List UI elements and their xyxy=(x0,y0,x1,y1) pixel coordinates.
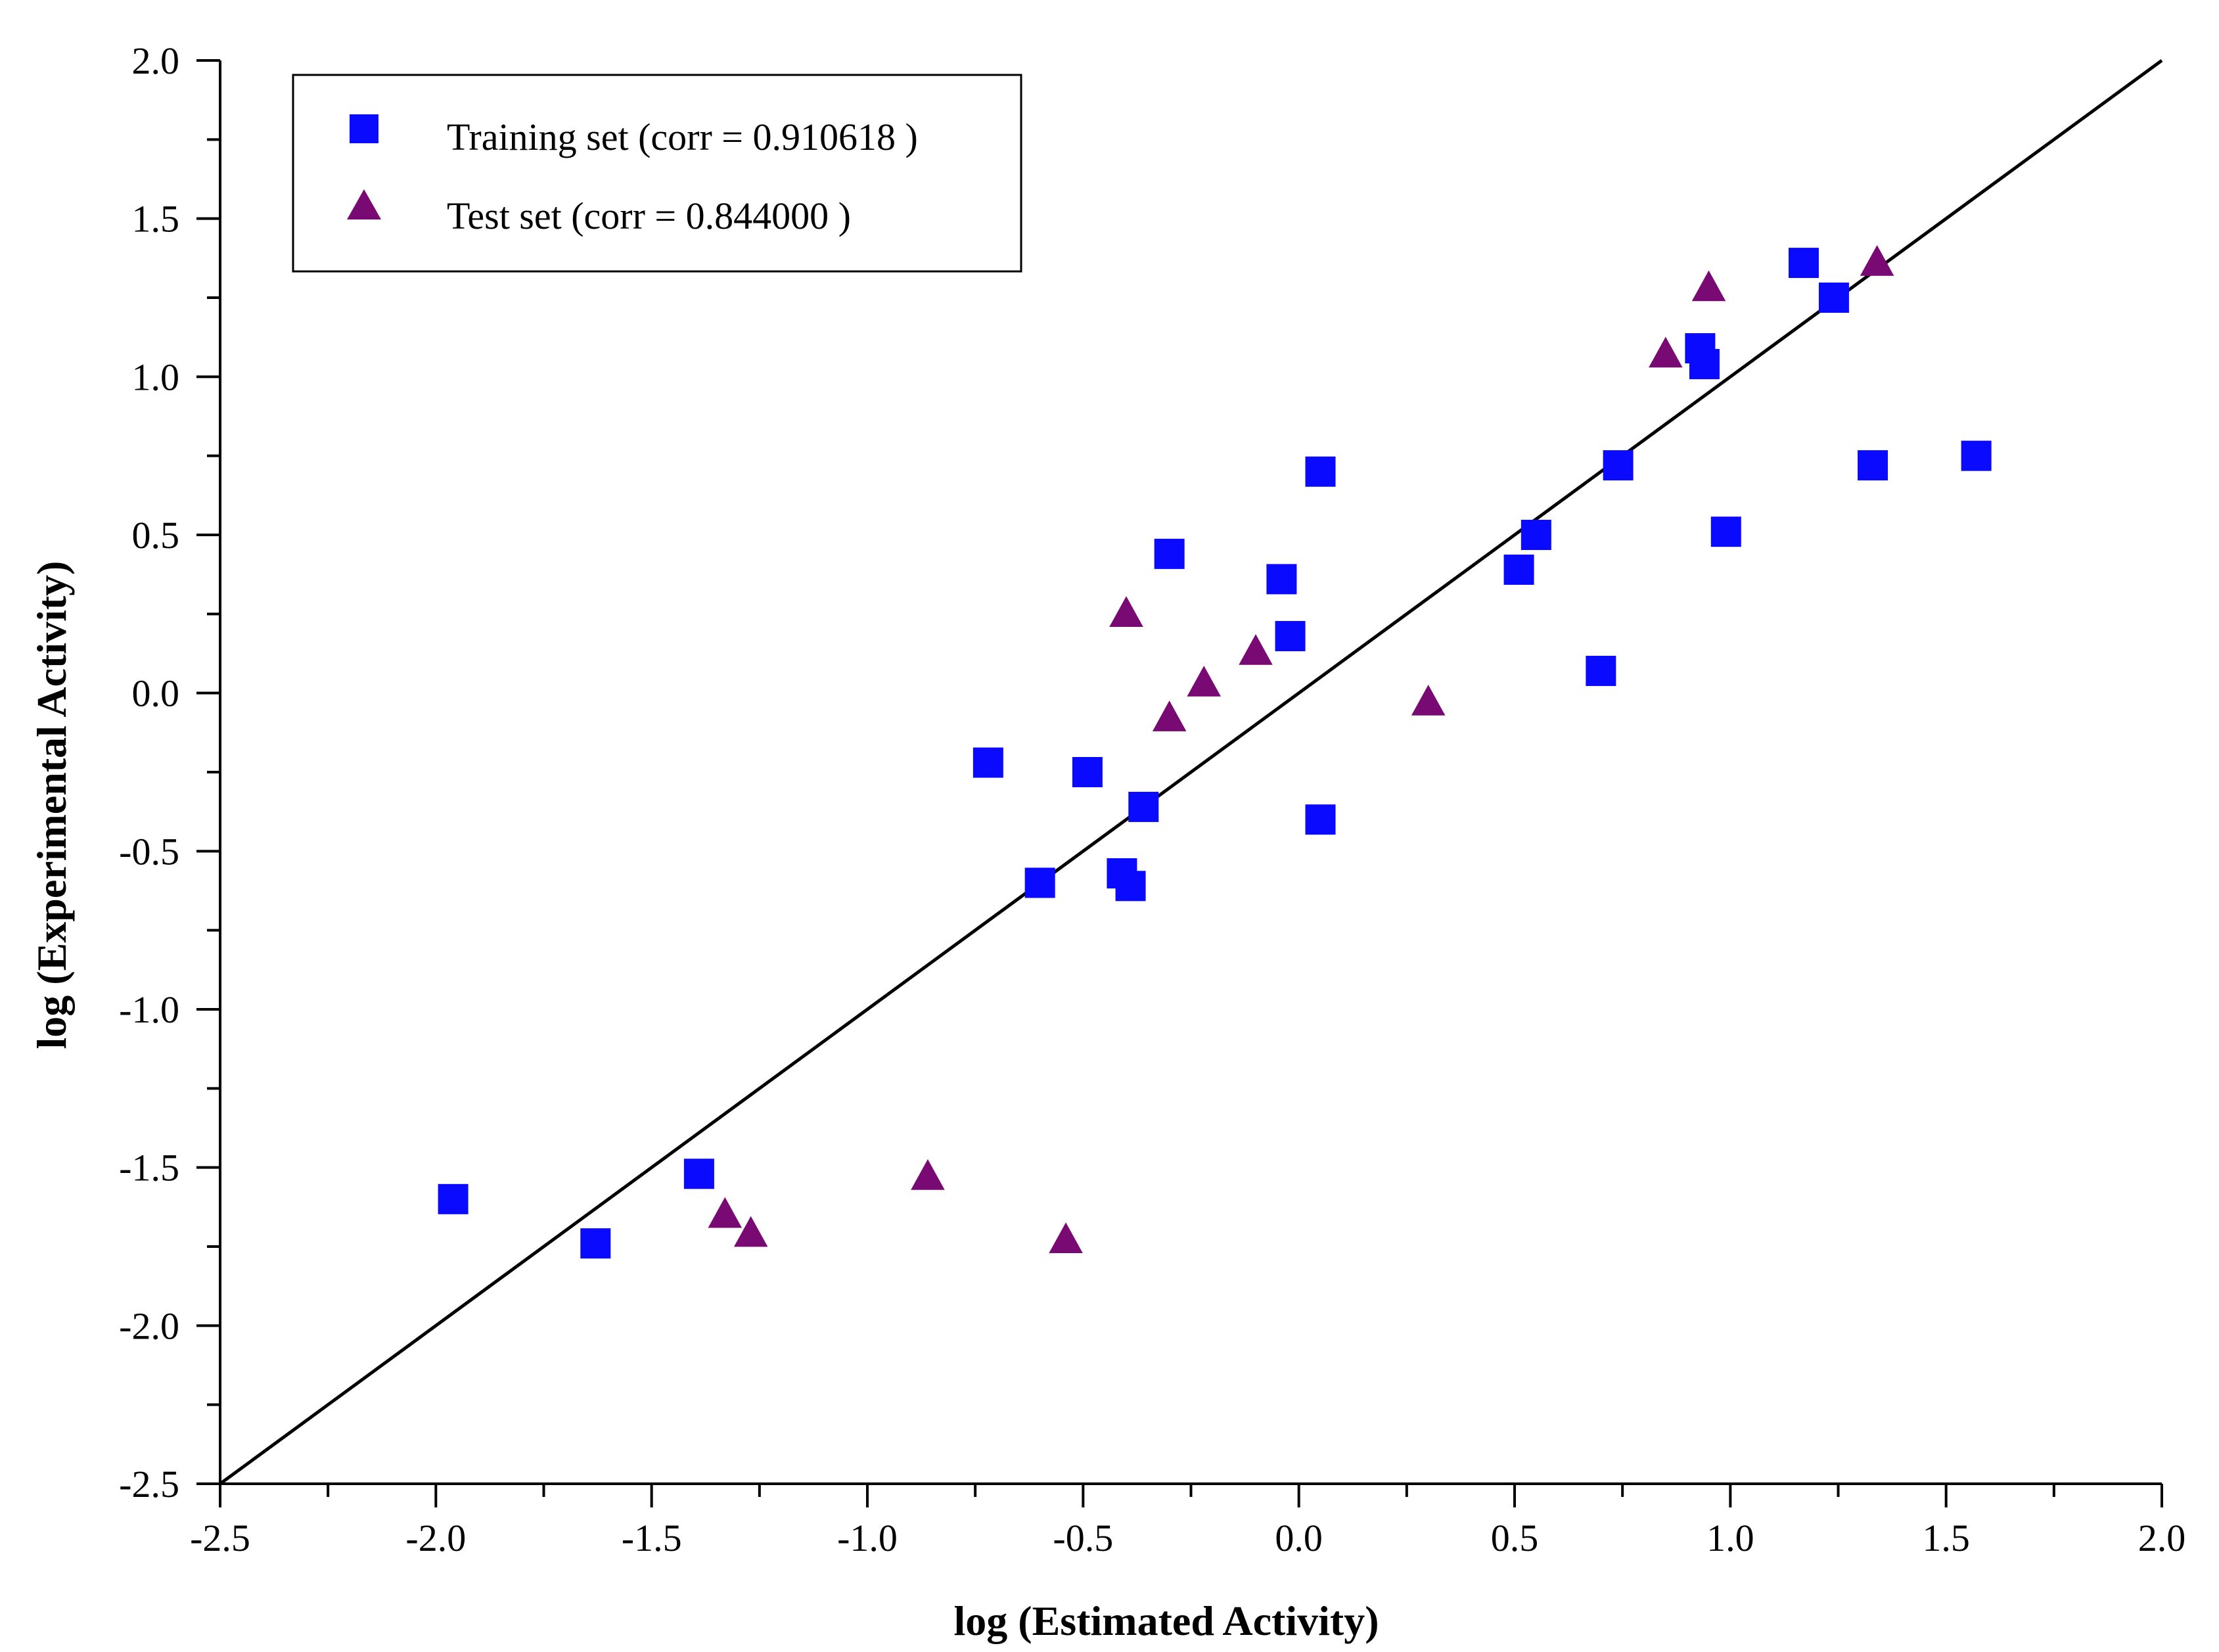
test-point xyxy=(1187,666,1221,697)
test-point xyxy=(1152,700,1187,731)
training-point xyxy=(1788,248,1819,279)
test-point xyxy=(1860,244,1894,276)
training-point xyxy=(1115,871,1146,902)
legend: Training set (corr = 0.910618 ) Test set… xyxy=(292,74,1022,273)
training-point xyxy=(1689,349,1720,380)
legend-box xyxy=(292,74,1022,273)
test-point xyxy=(1691,270,1726,302)
x-tick-label: 0.5 xyxy=(1491,1517,1539,1559)
test-point xyxy=(1239,633,1273,665)
training-point xyxy=(438,1183,469,1214)
legend-test-marker xyxy=(347,189,381,219)
training-point xyxy=(1154,538,1185,569)
training-point xyxy=(1710,516,1741,547)
y-tick-label: 1.5 xyxy=(132,198,180,241)
y-tick-label: 0.0 xyxy=(132,672,180,715)
training-point xyxy=(1503,554,1534,585)
training-point xyxy=(1586,655,1616,686)
y-tick-label: -0.5 xyxy=(119,830,179,873)
training-point xyxy=(1858,450,1888,481)
training-point xyxy=(1275,621,1306,652)
x-tick-label: -1.0 xyxy=(837,1517,898,1559)
training-point xyxy=(1305,456,1336,487)
axes: -2.5 -2.0 -1.5 -1.0 -0.5 0.0 0.5 1.0 1.5 2.0 -2.5 -… xyxy=(119,39,2185,1559)
test-point xyxy=(733,1216,768,1247)
test-point xyxy=(911,1159,945,1190)
x-tick-label: -0.5 xyxy=(1053,1517,1113,1559)
x-axis-title: log (Estimated Activity) xyxy=(954,1597,1379,1644)
x-tick-label: 1.0 xyxy=(1706,1517,1754,1559)
y-tick-label: 2.0 xyxy=(132,39,180,82)
y-tick-label: -2.5 xyxy=(119,1463,179,1505)
training-point xyxy=(1603,450,1634,481)
training-point xyxy=(1521,520,1551,550)
training-point xyxy=(1305,804,1336,835)
x-tick-label: 1.5 xyxy=(1922,1517,1970,1559)
legend-training-label: Training set (corr = 0.910618 ) xyxy=(447,116,918,158)
training-point xyxy=(1266,564,1297,595)
test-point xyxy=(1411,685,1446,716)
test-point xyxy=(1649,336,1683,368)
legend-test-label: Test set (corr = 0.844000 ) xyxy=(447,195,851,237)
training-point xyxy=(1024,867,1055,898)
training-point xyxy=(1072,757,1103,787)
y-tick-label: 0.5 xyxy=(132,514,180,557)
training-point xyxy=(1961,440,1992,471)
x-tick-label: -2.0 xyxy=(405,1517,466,1559)
legend-training-marker xyxy=(350,114,378,143)
y-tick-label: -2.0 xyxy=(119,1304,179,1347)
y-tick-label: 1.0 xyxy=(132,356,180,398)
training-point xyxy=(1128,791,1159,822)
test-point xyxy=(708,1197,743,1228)
x-tick-label: 2.0 xyxy=(2138,1517,2186,1559)
test-point xyxy=(1109,596,1143,627)
x-tick-label: -2.5 xyxy=(190,1517,250,1559)
data-points xyxy=(438,244,1992,1259)
training-point xyxy=(683,1159,714,1189)
x-tick-label: 0.0 xyxy=(1275,1517,1323,1559)
training-point xyxy=(580,1228,611,1259)
test-point xyxy=(1049,1222,1083,1254)
y-tick-label: -1.0 xyxy=(119,988,179,1031)
training-point xyxy=(1818,283,1849,313)
training-point xyxy=(972,747,1003,778)
x-tick-label: -1.5 xyxy=(622,1517,682,1559)
y-tick-label: -1.5 xyxy=(119,1147,179,1189)
y-axis-title: log (Experimental Activity) xyxy=(28,561,75,1049)
